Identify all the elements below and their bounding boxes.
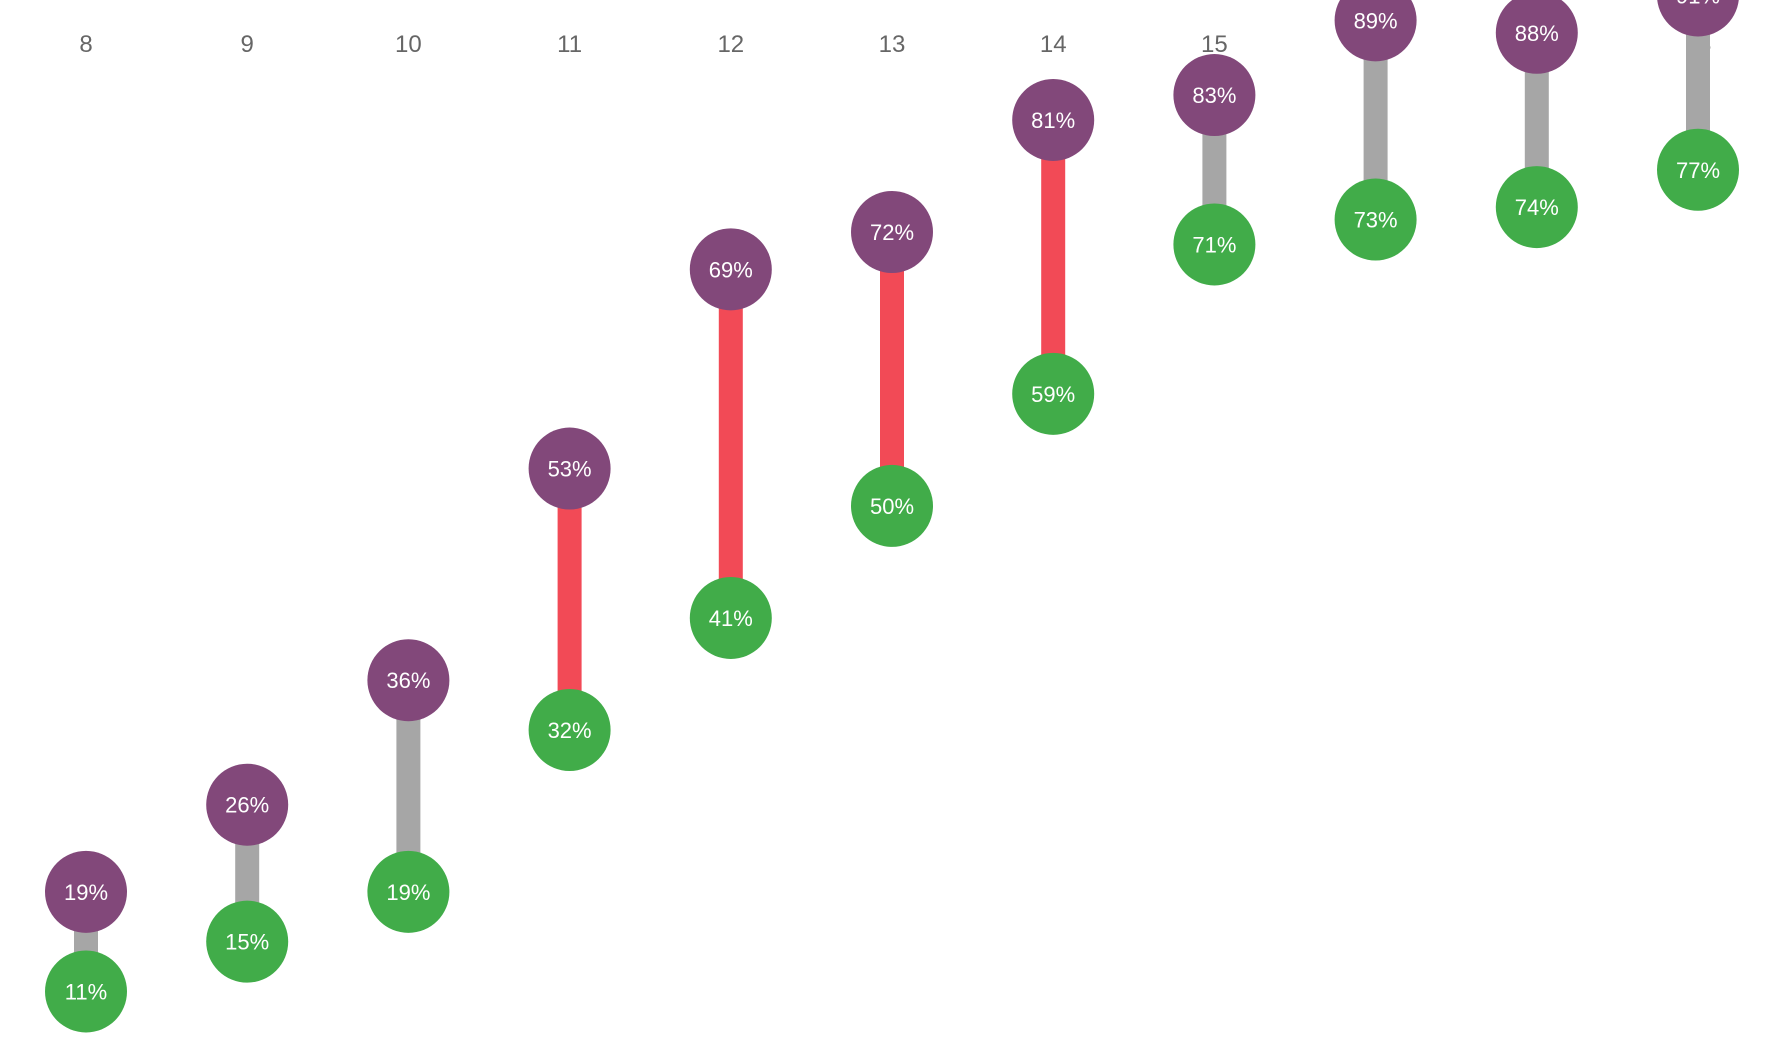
series-b-dot <box>1657 128 1739 211</box>
series-b-data-label: 15% <box>225 930 269 955</box>
series-a-dot <box>367 639 450 722</box>
series-a-dot <box>45 850 127 933</box>
series-a-dot <box>1173 54 1256 137</box>
series-b-dot <box>851 464 933 547</box>
series-b-data-label: 59% <box>1031 382 1075 407</box>
series-a-dot <box>1495 0 1578 74</box>
series-b-data-label: 50% <box>870 494 914 519</box>
series-a-dot <box>528 427 611 510</box>
x-tick-label: 13 <box>879 31 906 58</box>
x-tick-label: 14 <box>1040 31 1067 58</box>
series-b-dot <box>1495 166 1578 249</box>
series-a-data-label: 72% <box>870 220 914 245</box>
series-a-data-label: 19% <box>64 880 108 905</box>
series-b-data-label: 71% <box>1192 232 1236 257</box>
x-tick-label: 9 <box>241 31 254 58</box>
series-b-dot <box>206 900 289 983</box>
series-a-data-label: 88% <box>1515 21 1559 46</box>
series-b-dot <box>528 689 611 771</box>
series-a-data-label: 91% <box>1676 0 1720 8</box>
series-b-data-label: 77% <box>1676 158 1720 183</box>
series-b-data-label: 41% <box>709 606 753 631</box>
series-a-dot <box>851 191 933 273</box>
series-b-data-label: 74% <box>1515 195 1559 220</box>
series-a-data-label: 81% <box>1031 108 1075 133</box>
series-b-dot <box>689 576 772 659</box>
series-a-data-label: 53% <box>548 457 592 482</box>
series-a-dot <box>1657 0 1739 37</box>
series-b-dot <box>45 950 127 1033</box>
series-a-dot <box>689 228 772 311</box>
series-b-dot <box>1173 203 1256 286</box>
series-a-data-label: 36% <box>386 668 430 693</box>
series-a-data-label: 26% <box>225 793 269 818</box>
x-tick-label: 12 <box>717 31 744 58</box>
series-a-data-label: 83% <box>1192 83 1236 108</box>
series-a-data-label: 69% <box>709 257 753 282</box>
series-b-dot <box>1012 352 1095 435</box>
series-b-data-label: 19% <box>386 880 430 905</box>
series-a-dot <box>206 763 289 846</box>
series-b-dot <box>367 850 450 933</box>
x-tick-label: 15 <box>1201 31 1228 58</box>
x-tick-label: 8 <box>79 31 92 58</box>
series-b-dot <box>1334 178 1417 261</box>
dots: 19% 26% 36% 53% 69% 72% 81% 83% 89% 88% 91% 11% 15% 1… <box>45 0 1739 1033</box>
series-b-data-label: 32% <box>548 718 592 743</box>
series-a-dot <box>1334 0 1417 62</box>
series-a-dot <box>1012 78 1095 161</box>
x-tick-label: 10 <box>395 31 422 58</box>
series-b-data-label: 11% <box>65 979 107 1004</box>
x-axis-ticks: 89101112131415161718 <box>79 31 1711 58</box>
series-a-data-label: 89% <box>1354 8 1398 33</box>
series-b-data-label: 73% <box>1354 208 1398 233</box>
x-tick-label: 11 <box>557 31 582 58</box>
